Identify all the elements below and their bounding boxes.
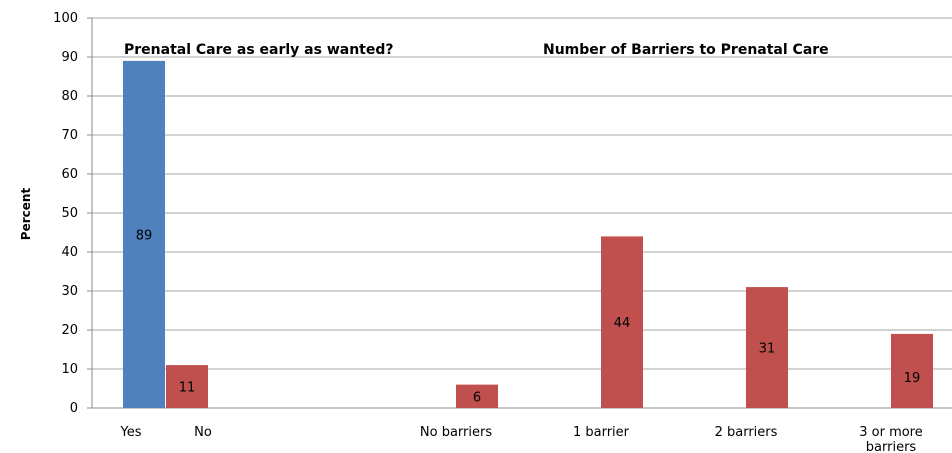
y-tick-labels: 0 10 20 30 40 50 60 70 80 90 100	[53, 11, 78, 416]
bar-no-barriers	[456, 384, 498, 408]
bar-2-barriers	[746, 287, 788, 408]
data-label: 11	[179, 381, 196, 396]
data-label: 89	[136, 228, 153, 243]
bar-3-or-more-barriers	[891, 333, 933, 408]
bar-no	[166, 365, 208, 408]
y-tick-label: 90	[61, 50, 78, 65]
x-tick-label: No	[194, 425, 212, 440]
panel-title-barriers: Number of Barriers to Prenatal Care	[543, 42, 829, 58]
axes	[91, 18, 952, 409]
y-tick-label: 30	[61, 284, 78, 299]
y-axis-label: Percent	[19, 188, 33, 241]
data-label: 19	[904, 371, 921, 386]
y-tick-label: 50	[61, 206, 78, 221]
x-tick-label: 1 barrier	[573, 425, 630, 440]
panel-title-early-care: Prenatal Care as early as wanted?	[124, 42, 394, 58]
bar-yes	[123, 60, 165, 409]
bars	[123, 60, 933, 409]
x-tick-label: No barriers	[420, 425, 492, 440]
x-tick-labels: Yes No No barriers 1 barrier 2 barriers 3 or …	[120, 425, 923, 453]
x-tick-label: barriers	[866, 440, 917, 453]
y-tick-label: 40	[61, 245, 78, 260]
data-label: 44	[614, 316, 631, 331]
data-labels: 89 11 6 44 31 19	[136, 228, 921, 405]
y-tick-label: 100	[53, 11, 78, 26]
y-tick-label: 70	[61, 128, 78, 143]
data-label: 31	[759, 342, 776, 357]
x-tick-label: 3 or more	[859, 425, 923, 440]
gridlines	[87, 17, 952, 409]
bar-1-barrier	[601, 236, 643, 408]
y-tick-label: 10	[61, 362, 78, 377]
x-tick-label: Yes	[120, 425, 142, 440]
y-tick-label: 80	[61, 89, 78, 104]
data-label: 6	[473, 390, 481, 405]
x-tick-label: 2 barriers	[715, 425, 778, 440]
y-tick-label: 0	[70, 401, 78, 416]
y-tick-label: 20	[61, 323, 78, 338]
y-tick-label: 60	[61, 167, 78, 182]
